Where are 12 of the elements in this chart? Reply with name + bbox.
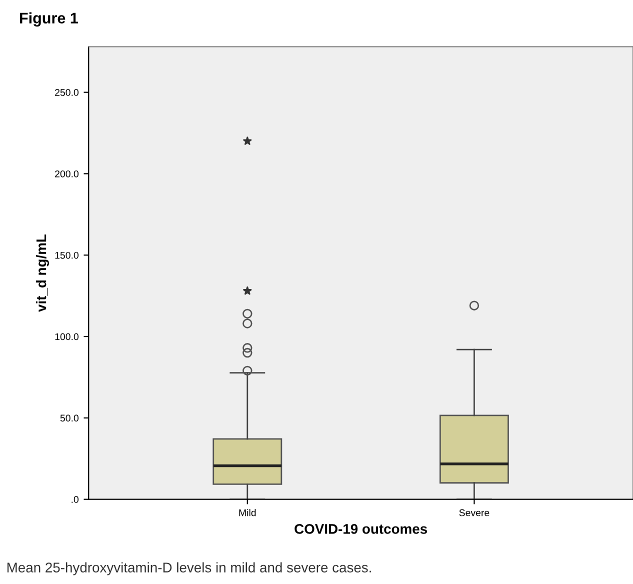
y-tick-label: 200.0	[55, 170, 79, 178]
y-axis-title: vit_d ng/mL	[36, 234, 50, 312]
y-tick-label: 50.0	[60, 414, 79, 422]
y-tick-label: 150.0	[55, 252, 79, 259]
x-tick-label: Severe	[459, 509, 490, 516]
y-tick-label: 250.0	[55, 89, 79, 96]
x-axis-title: COVID-19 outcomes	[294, 524, 428, 534]
x-tick-label: Mild	[239, 509, 256, 516]
text: Mean 25-hydroxyvitamin-D levels in mild and severe cases.	[7, 562, 371, 576]
y-tick-label: 100.0	[55, 333, 79, 340]
y-tick-label: .0	[72, 496, 79, 503]
chart-title: Figure 1	[20, 12, 78, 27]
